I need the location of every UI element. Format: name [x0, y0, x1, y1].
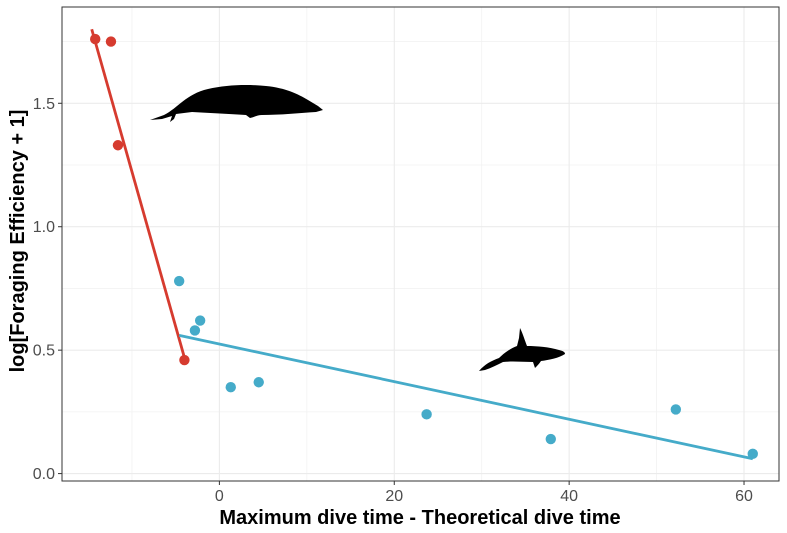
- data-point-series-1: [90, 33, 101, 45]
- data-point-series-1: [179, 354, 190, 366]
- data-point-series-2: [253, 377, 264, 388]
- data-point-series-2: [670, 404, 682, 415]
- fit-lines: [90, 28, 754, 461]
- plot-panel-border: [61, 6, 780, 482]
- x-tick-label: 20: [385, 488, 403, 505]
- y-axis: 0.0 0.5 1.0 1.5: [33, 96, 62, 483]
- data-point-series-2: [225, 381, 236, 393]
- y-axis-title: log[Foraging Efficiency + 1]: [7, 110, 29, 373]
- data-point-series-1: [105, 36, 117, 47]
- x-axis: 0 20 40 60: [215, 481, 753, 505]
- data-point-series-2: [421, 409, 432, 420]
- orca-silhouette-icon: [479, 328, 565, 371]
- data-point-series-2: [189, 325, 201, 336]
- x-tick-label: 0: [215, 488, 224, 505]
- data-point-series-2: [194, 315, 206, 326]
- data-points: [90, 33, 758, 460]
- y-tick-label: 0.5: [33, 343, 55, 360]
- y-tick-label: 1.0: [33, 219, 55, 236]
- x-tick-label: 40: [560, 488, 578, 505]
- y-tick-label: 0.0: [33, 466, 55, 483]
- data-point-series-2: [545, 433, 556, 445]
- minor-grid: [62, 7, 779, 481]
- data-point-series-2: [173, 275, 185, 287]
- fit-line-series-1: [90, 28, 186, 358]
- data-point-series-2: [747, 448, 758, 460]
- fit-line-series-2: [178, 333, 754, 461]
- x-tick-label: 60: [735, 488, 753, 505]
- y-tick-label: 1.5: [33, 96, 55, 113]
- data-point-series-1: [112, 140, 124, 151]
- whale-silhouette-icon: [150, 85, 323, 122]
- x-axis-title: Maximum dive time - Theoretical dive tim…: [219, 507, 620, 529]
